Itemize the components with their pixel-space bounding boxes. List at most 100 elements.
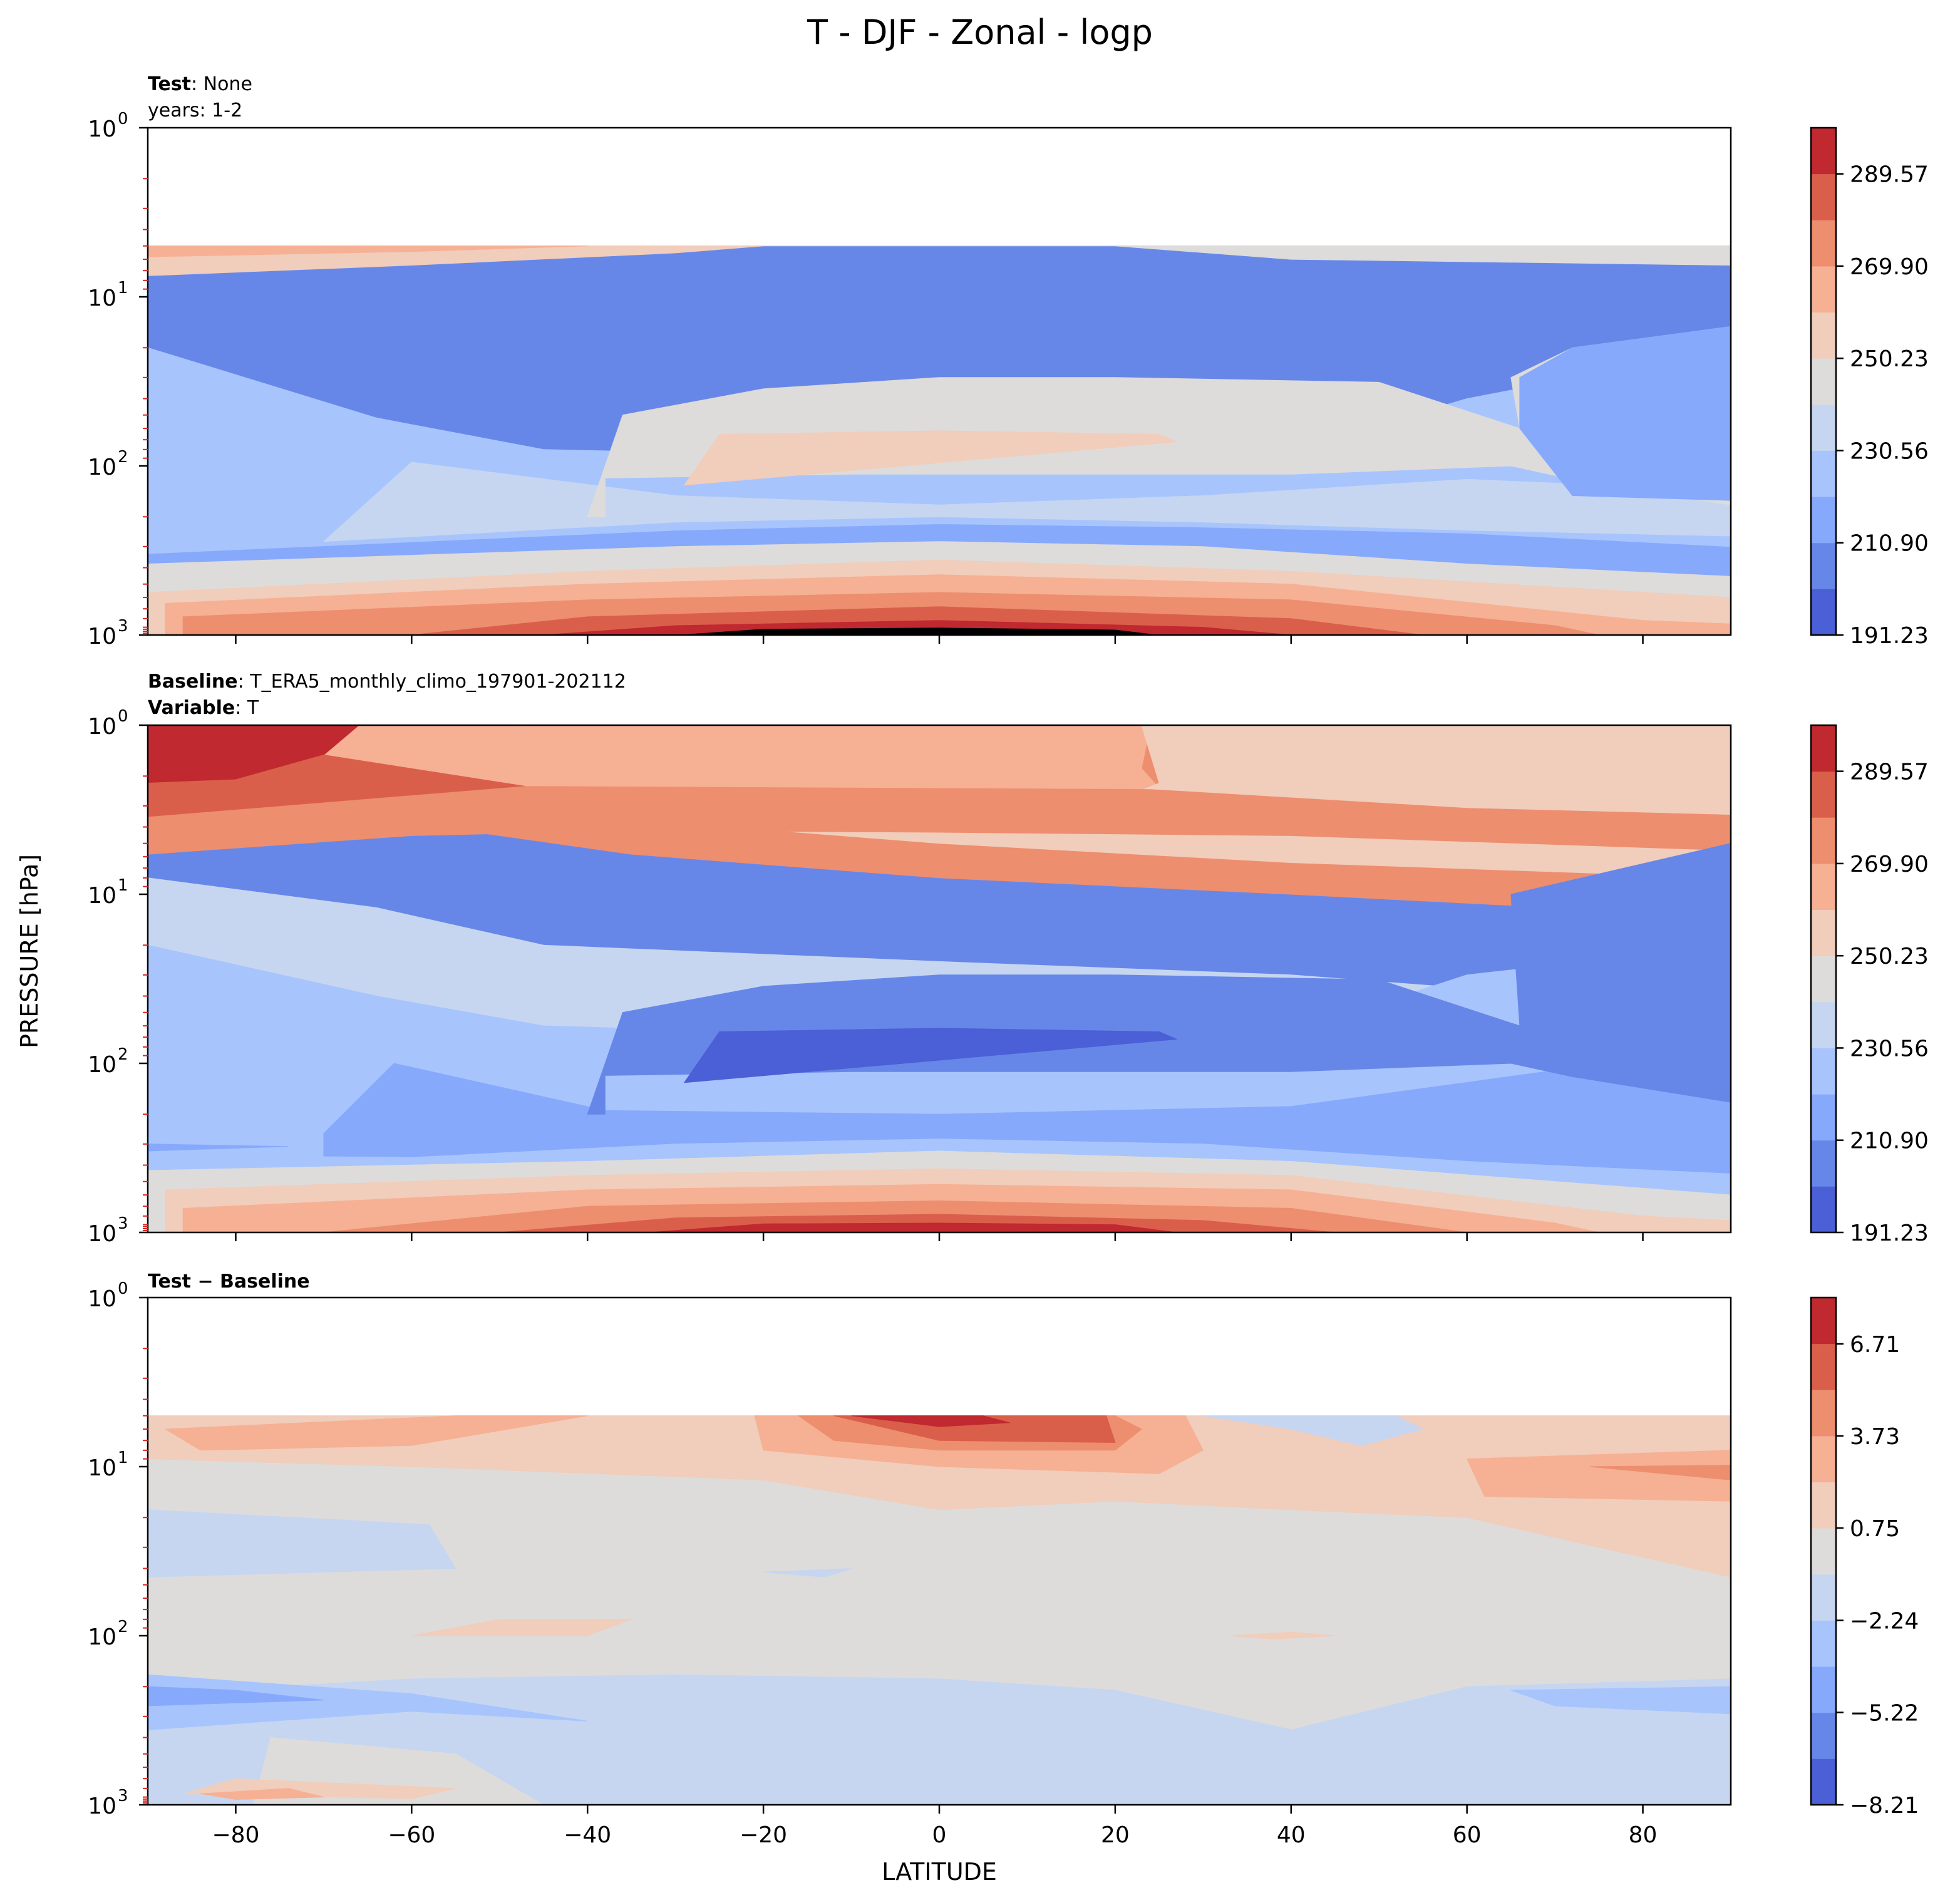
figure-title: T - DJF - Zonal - logp	[807, 13, 1153, 52]
contour-region-9	[148, 245, 588, 257]
colorbar-difference: 6.71 3.73 0.75 −2.24 −5.22 −8.21	[1810, 1296, 1919, 1819]
y-tick-exponent-3: 3	[118, 1787, 128, 1805]
colorbar-tick-label-0: 191.23	[1850, 1221, 1929, 1246]
pressure-level-ticks-test	[143, 178, 148, 634]
contour-region-8	[1590, 1465, 1731, 1480]
contour-region-16	[675, 627, 1160, 635]
contour-fills-test	[148, 245, 1731, 635]
colorbar-tick-label-2: 230.56	[1850, 438, 1929, 464]
contour-region-13	[148, 1144, 289, 1152]
colorbar-tick-label-4: 269.90	[1850, 852, 1929, 877]
contour-region-20	[1229, 1631, 1336, 1640]
colorbar-bin-4	[1811, 1001, 1836, 1048]
y-tick-label-0: 10	[88, 116, 116, 142]
contour-region-1	[148, 1415, 1731, 1577]
contour-region-10	[148, 1509, 456, 1805]
contour-region-15	[148, 1767, 236, 1774]
panel-header-text: : T_ERA5_monthly_climo_197901-202112	[238, 671, 626, 693]
panel-header-baseline: Baseline: T_ERA5_monthly_climo_197901-20…	[148, 671, 626, 693]
contour-region-9	[1203, 1415, 1424, 1446]
y-tick-label-2: 10	[88, 455, 116, 480]
y-tick-label-1: 10	[88, 286, 116, 311]
colorbar-tick-label-1: 3.73	[1850, 1424, 1900, 1450]
y-tick-exponent-1: 1	[118, 279, 128, 297]
x-tick-label-0: −80	[212, 1822, 259, 1848]
x-tick-label-4: 0	[932, 1822, 947, 1848]
colorbar-bin-9	[1811, 173, 1836, 220]
panel-header-text: : None	[191, 73, 252, 95]
colorbar-frame	[1810, 724, 1837, 1234]
panel-header-line2: Variable: T	[148, 697, 259, 719]
colorbar-bin-5	[1811, 358, 1836, 405]
colorbar-tick-label-0: 191.23	[1850, 623, 1929, 649]
y-tick-label-0: 10	[88, 714, 116, 740]
colorbar-bin-7	[1811, 1435, 1836, 1482]
y-tick-exponent-1: 1	[118, 876, 128, 895]
colorbar-test: 191.23 210.90 230.56 250.23 269.90 289.57	[1810, 126, 1929, 649]
y-tick-exponent-3: 3	[118, 1214, 128, 1233]
panel-header-line2-text: : T	[235, 697, 259, 719]
colorbar-tick-label-1: 210.90	[1850, 1128, 1929, 1154]
contour-fills-baseline	[148, 725, 1731, 1232]
y-tick-exponent-2: 2	[118, 448, 128, 467]
colorbar-bin-6	[1811, 1482, 1836, 1529]
colorbar-tick-label-3: 250.23	[1850, 944, 1929, 969]
y-tick-exponent-3: 3	[118, 617, 128, 636]
panel-header-test: Test: None	[148, 73, 252, 95]
y-tick-exponent-2: 2	[118, 1045, 128, 1064]
contour-region-7	[1466, 1450, 1731, 1502]
colorbar-bin-3	[1811, 1620, 1836, 1667]
panel-header-line2-bold: Variable	[148, 697, 235, 719]
colorbar-bin-3	[1811, 450, 1836, 497]
colorbar-tick-label-2: 0.75	[1850, 1516, 1900, 1542]
colorbar-bin-1	[1811, 542, 1836, 589]
panel-header-difference: Test − Baseline	[148, 1271, 310, 1293]
contour-fills-difference	[148, 1415, 1731, 1805]
colorbar-tick-label-3: 250.23	[1850, 346, 1929, 372]
colorbar-bin-7	[1811, 266, 1836, 312]
colorbar-bin-4	[1811, 404, 1836, 451]
pressure-level-ticks-difference	[143, 1348, 148, 1804]
contour-region-19	[411, 1619, 632, 1636]
contour-region-12	[148, 1674, 588, 1730]
contour-region-14	[148, 1686, 324, 1706]
contour-region-14	[683, 1028, 1177, 1083]
contour-region-13	[1510, 1686, 1731, 1715]
colorbar-bin-2	[1811, 1666, 1836, 1713]
colorbar-bin-5	[1811, 956, 1836, 1003]
x-axis-label: LATITUDE	[882, 1858, 997, 1886]
y-tick-label-1: 10	[88, 1455, 116, 1481]
contour-region-11	[148, 1674, 1731, 1805]
x-tick-label-7: 60	[1453, 1822, 1482, 1848]
colorbar-bin-1	[1811, 1712, 1836, 1759]
colorbar-bin-1	[1811, 1140, 1836, 1187]
contour-region-18	[200, 1788, 324, 1800]
panel-header-bold: Test	[148, 73, 191, 95]
x-tick-label-2: −40	[564, 1822, 611, 1848]
pressure-level-ticks-baseline	[143, 775, 148, 1232]
colorbar-bin-8	[1811, 817, 1836, 864]
colorbar-bin-8	[1811, 1390, 1836, 1437]
contour-region-7	[148, 786, 1731, 855]
colorbar-tick-label-4: 269.90	[1850, 254, 1929, 280]
colorbar-bin-9	[1811, 771, 1836, 818]
colorbar-tick-label-5: −8.21	[1850, 1793, 1919, 1819]
colorbar-tick-label-5: 289.57	[1850, 162, 1929, 188]
colorbar-bin-4	[1811, 1574, 1836, 1621]
contour-region-6	[1519, 326, 1731, 501]
colorbar-bin-2	[1811, 497, 1836, 544]
contour-region-3	[322, 462, 1731, 542]
y-tick-label-3: 10	[88, 1221, 116, 1247]
colorbar-tick-label-1: 210.90	[1850, 531, 1929, 557]
y-tick-label-3: 10	[88, 624, 116, 649]
colorbar-tick-label-0: 6.71	[1850, 1332, 1900, 1358]
contour-region-2	[164, 1415, 588, 1451]
x-tick-label-6: 40	[1277, 1822, 1306, 1848]
contour-region-6	[851, 1415, 1010, 1427]
x-tick-label-5: 20	[1101, 1822, 1130, 1848]
colorbar-tick-label-4: −5.22	[1850, 1701, 1919, 1727]
